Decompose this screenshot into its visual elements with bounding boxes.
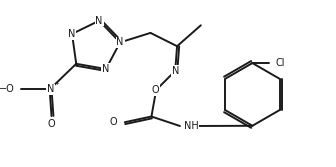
Text: Cl: Cl — [275, 58, 285, 68]
Text: O: O — [152, 85, 159, 95]
Text: NH: NH — [184, 121, 199, 131]
Text: N: N — [47, 85, 54, 95]
Text: +: + — [54, 81, 59, 86]
Text: N: N — [116, 37, 124, 47]
Text: O: O — [110, 117, 117, 127]
Text: N: N — [171, 66, 179, 76]
Text: −O: −O — [0, 85, 14, 95]
Text: N: N — [102, 64, 110, 74]
Text: N: N — [68, 29, 76, 39]
Text: N: N — [95, 16, 103, 26]
Text: O: O — [48, 119, 55, 129]
